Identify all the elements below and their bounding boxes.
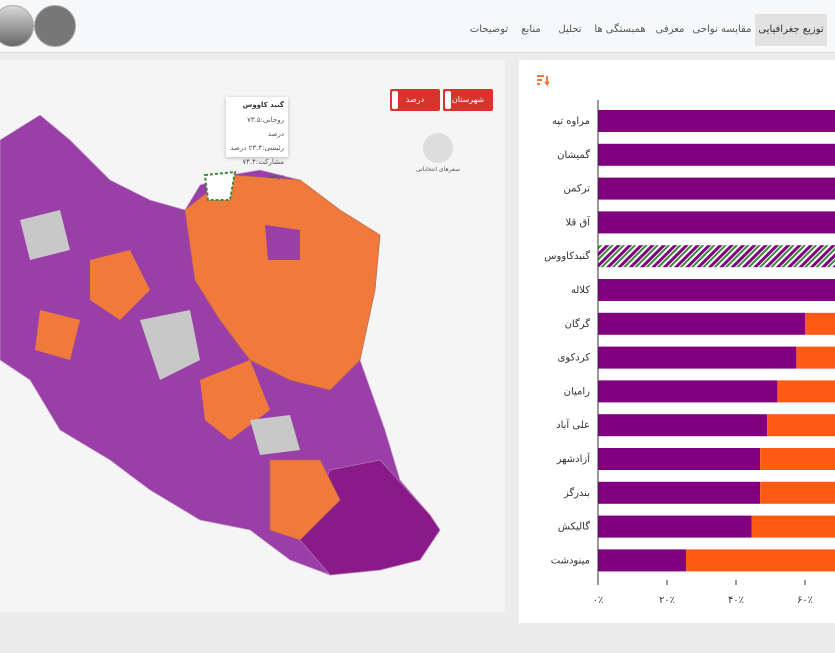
nav-tab[interactable]: توضیحات [469, 24, 509, 35]
y-tick-label: ترکمن [564, 184, 591, 195]
bar-segment [598, 211, 835, 234]
bar-segment [796, 346, 835, 369]
bar-segment [598, 245, 835, 268]
bar-segment [598, 515, 752, 538]
bar-segment [805, 312, 835, 335]
bar-segment [598, 143, 835, 166]
map-region [250, 415, 300, 455]
y-tick-label: بندرگز [563, 487, 590, 499]
x-tick-label: ۴۰٪ [728, 595, 744, 606]
bar-segment [760, 448, 835, 470]
icon-label: سفرهای انتخاباتی [416, 166, 460, 173]
chart-panel: مراوه تپه گمیشان ترکمن آق قلا گنبدکاووس کلاله… [519, 60, 835, 623]
y-tick-label: گالیکش [558, 521, 590, 533]
nav-tab[interactable]: همبستگی ها [594, 24, 646, 35]
icon[interactable] [423, 133, 453, 163]
y-tick-label: گمیشان [557, 149, 590, 161]
tooltip-line: روحانی:۷۳.۵ درصد [247, 116, 284, 138]
nav-tab[interactable]: تحلیل [558, 24, 582, 35]
bar-segment [760, 481, 835, 504]
bar-segment [598, 448, 761, 470]
y-tick-label: گنبدکاووس [544, 250, 590, 262]
x-tick-label: ۲۰٪ [659, 595, 675, 606]
tooltip-line: مشارکت:۷۴.۴ درصد [242, 158, 284, 180]
bar-segment [598, 380, 778, 403]
map-panel: شهرستان درصد گنبد کاووس روحانی:۷۳.۵ درصد… [0, 60, 505, 612]
y-tick-label: کلاله [571, 285, 590, 296]
bar-segment [598, 549, 686, 572]
avatar[interactable] [34, 5, 76, 47]
x-tick-label: ۶۰٪ [797, 595, 813, 606]
y-tick-label: مراوه تپه [552, 116, 590, 127]
toggle-button[interactable]: شهرستان [443, 89, 493, 111]
nav-bar: توزیع جغرافیایی مقایسه نواحی معرفی همبست… [0, 0, 835, 53]
map-region [35, 310, 80, 360]
tooltip-title: گنبد کاووس [242, 101, 284, 109]
bar-segment [598, 312, 805, 335]
map-region-selected[interactable] [203, 170, 237, 201]
nav-tab[interactable]: منابع [521, 24, 541, 35]
x-tick-label: ۰٪ [593, 595, 604, 606]
bar-segment [598, 110, 835, 132]
sort-icon[interactable] [537, 75, 550, 87]
tooltip: گنبد کاووس روحانی:۷۳.۵ درصد رئیسی:۲۳.۴ د… [226, 97, 288, 180]
y-tick-label: گرگان [565, 318, 591, 330]
y-tick-label: کردکوی [558, 353, 591, 364]
nav-tab[interactable]: معرفی [655, 24, 685, 35]
map-region [184, 174, 381, 391]
y-tick-label: رامیان [564, 386, 591, 397]
map-region [269, 459, 341, 541]
y-tick-label: آق قلا [566, 215, 592, 228]
map-region [20, 210, 70, 260]
map-region [265, 225, 300, 260]
nav-tab[interactable]: مقایسه نواحی [692, 24, 752, 35]
y-tick-label: مینودشت [551, 555, 590, 566]
map-region [90, 250, 150, 320]
bar-segment [751, 515, 835, 538]
bar-segment [598, 177, 835, 200]
nav-tab[interactable]: توزیع جغرافیایی [755, 14, 827, 46]
bar-segment [598, 481, 761, 504]
toggle-button[interactable]: درصد [390, 89, 440, 111]
bar-segment [685, 549, 835, 572]
bar-segment [767, 414, 835, 437]
bar-segment [598, 414, 768, 437]
chart: مراوه تپه گمیشان ترکمن آق قلا گنبدکاووس کلاله… [537, 75, 835, 606]
bar-segment [777, 380, 835, 403]
bar-segment [598, 346, 797, 369]
y-tick-label: آزادشهر [556, 452, 592, 465]
map [0, 114, 453, 576]
map-region [299, 459, 441, 576]
bar-segment [598, 279, 835, 301]
tooltip-line: رئیسی:۲۳.۴ درصد [230, 144, 284, 152]
avatar[interactable] [0, 5, 34, 47]
y-tick-label: علی آباد [556, 418, 590, 431]
map-region [140, 310, 200, 380]
